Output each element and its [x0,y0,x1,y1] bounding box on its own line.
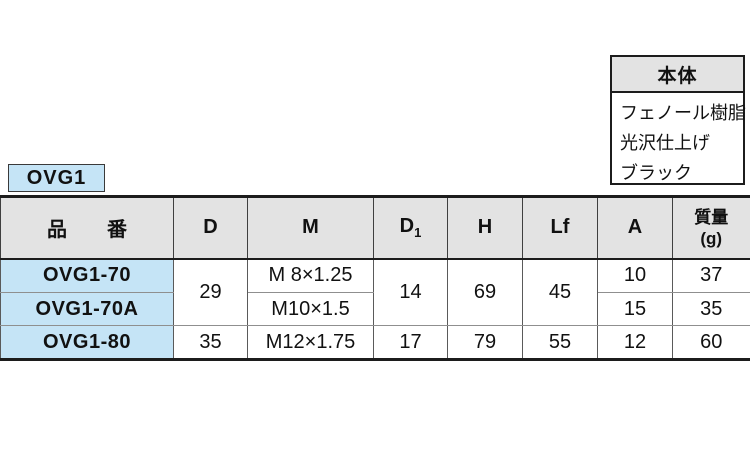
table-row-ovg1-80: OVG1-80 35 M12×1.75 17 79 55 12 60 [0,325,750,360]
material-line-finish: 光沢仕上げ [620,133,710,153]
spec-cell-m: M10×1.5 [247,292,374,326]
table-row-ovg1-70a: OVG1-70A M10×1.5 15 35 [0,292,750,326]
spec-cell-h: 79 [447,325,523,360]
spec-cell-a: 12 [597,325,673,360]
spec-cell-lf: 55 [522,325,598,360]
header-part-number: 品 番 [0,196,174,260]
header-mass-label: 質量 [694,207,729,227]
spec-cell-mass: 37 [672,258,750,293]
header-mass-unit: (g) [700,228,723,248]
spec-cell-h: 69 [447,258,523,326]
header-d1-base: D [399,215,415,238]
header-d1-subscript: 1 [414,225,422,241]
material-box-title: 本体 [612,57,743,93]
spec-cell-mass: 35 [672,292,750,326]
spec-cell-d: 29 [173,258,248,326]
material-spec-box: 本体 フェノール樹脂 光沢仕上げ ブラック [610,55,746,188]
header-h: H [447,196,523,260]
header-m: M [247,196,374,260]
material-line-color: ブラック [620,163,692,183]
header-a: A [597,196,673,260]
header-d1: D1 [373,196,448,260]
material-box-body: フェノール樹脂 光沢仕上げ ブラック [612,93,746,188]
spec-cell-d1: 17 [373,325,448,360]
table-row-ovg1-70: OVG1-70 29 M 8×1.25 14 69 45 10 37 [0,258,750,326]
part-number-cell: OVG1-80 [0,325,174,360]
series-label: OVG1 [8,164,105,192]
header-row: 品 番 D M D1 H Lf A 質量 (g) [0,196,750,260]
part-number-cell: OVG1-70 [0,258,174,293]
spec-cell-d1: 14 [373,258,448,326]
spec-cell-mass: 60 [672,325,750,360]
spec-cell-a: 15 [597,292,673,326]
material-line-resin: フェノール樹脂 [620,103,746,123]
spec-cell-a: 10 [597,258,673,293]
header-lf: Lf [522,196,598,260]
spec-table: 品 番 D M D1 H Lf A 質量 (g) OVG1-70 29 M 8×… [0,195,750,361]
spec-cell-m: M 8×1.25 [247,258,374,293]
spec-cell-lf: 45 [522,258,598,326]
part-number-cell: OVG1-70A [0,292,174,326]
header-mass: 質量 (g) [672,196,750,260]
header-d: D [173,196,248,260]
spec-cell-d: 35 [173,325,248,360]
spec-cell-m: M12×1.75 [247,325,374,360]
